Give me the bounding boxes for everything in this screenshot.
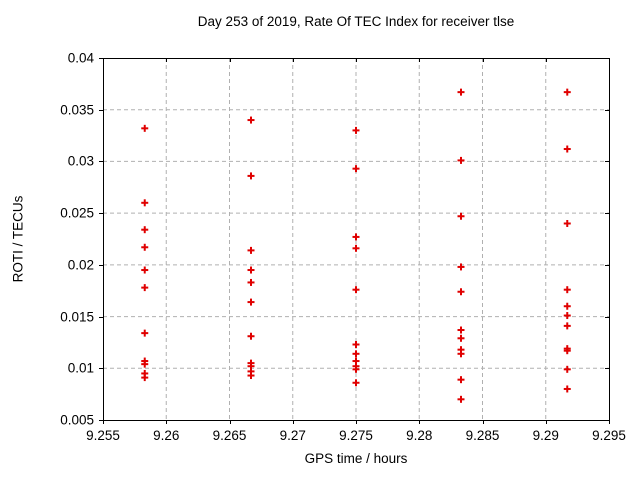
x-tick-label: 9.26 [153,428,180,443]
y-tick-label: 0.04 [67,50,94,66]
y-axis-label: ROTI / TECUs [10,195,26,283]
y-tick-label: 0.01 [67,360,94,376]
x-tick-label: 9.285 [465,428,500,443]
x-axis-label: GPS time / hours [304,451,408,466]
x-tick-label: 9.27 [279,428,306,443]
y-tick-label: 0.015 [60,309,94,325]
x-tick-label: 9.295 [592,428,626,443]
y-tick-label: 0.025 [60,205,94,221]
x-tick-label: 9.255 [86,428,120,443]
y-tick-label: 0.02 [67,257,94,273]
y-tick-label: 0.005 [60,412,94,428]
y-tick-label: 0.035 [60,102,94,118]
x-tick-label: 9.265 [212,428,247,443]
chart-title: Day 253 of 2019, Rate Of TEC Index for r… [197,14,515,29]
x-tick-label: 9.275 [339,428,373,443]
x-tick-label: 9.28 [406,428,433,443]
y-tick-label: 0.03 [67,153,94,169]
x-tick-label: 9.29 [532,428,559,443]
